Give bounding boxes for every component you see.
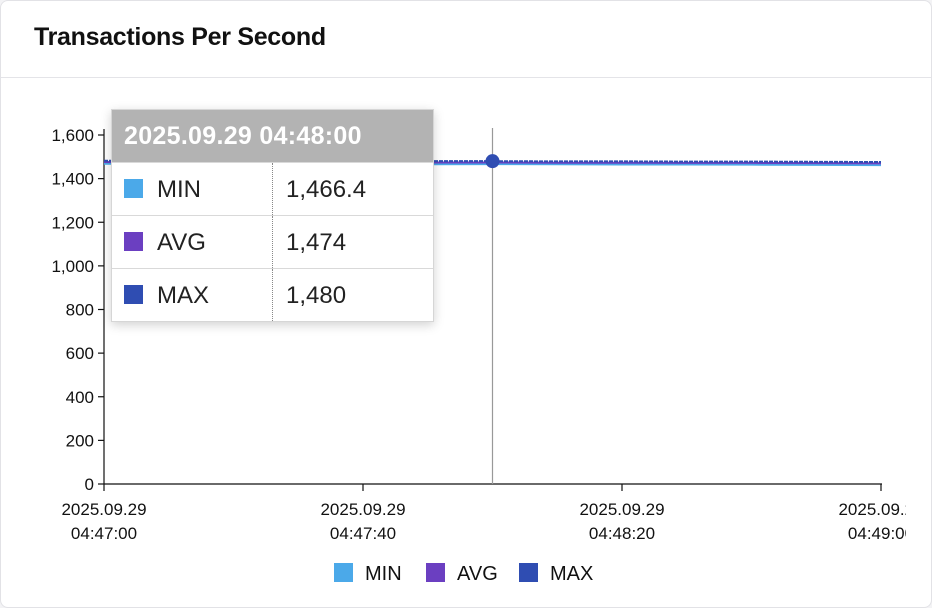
y-tick-label: 0 bbox=[85, 475, 94, 494]
y-tick-label: 1,200 bbox=[51, 213, 94, 232]
hover-dot bbox=[485, 154, 500, 169]
card-header: Transactions Per Second bbox=[1, 1, 931, 78]
chart-title: Transactions Per Second bbox=[34, 23, 326, 51]
tooltip-value: 1,480 bbox=[286, 282, 347, 309]
y-tick-label: 1,000 bbox=[51, 257, 94, 276]
tooltip: 2025.09.29 04:48:00 MIN 1,466.4 AVG 1,474 MA… bbox=[111, 109, 434, 322]
tooltip-series-name: AVG bbox=[157, 229, 206, 256]
x-tick-label: 2025.09.29 04:47:00 bbox=[61, 500, 146, 543]
tooltip-swatch bbox=[124, 285, 143, 304]
legend-swatch bbox=[426, 563, 445, 582]
y-tick-label: 1,400 bbox=[51, 170, 94, 189]
tooltip-row: AVG 1,474 bbox=[112, 215, 433, 268]
tooltip-divider bbox=[272, 216, 273, 268]
tooltip-divider bbox=[272, 163, 273, 215]
legend-label: AVG bbox=[457, 563, 498, 585]
x-tick-labels: 2025.09.29 04:47:00 2025.09.29 04:47:40 2025… bbox=[61, 500, 923, 543]
legend-swatch bbox=[519, 563, 538, 582]
tooltip-title: 2025.09.29 04:48:00 bbox=[112, 110, 433, 162]
y-tick-label: 200 bbox=[66, 431, 94, 450]
x-tick-label: 2025.09.29 04:49:00 bbox=[838, 500, 923, 543]
x-tick-label: 2025.09.29 04:48:20 bbox=[579, 500, 664, 543]
x-tick-label: 2025.09.29 04:47:40 bbox=[320, 500, 405, 543]
legend-label: MIN bbox=[365, 563, 402, 585]
legend-label: MAX bbox=[550, 563, 593, 585]
y-tick-label: 600 bbox=[66, 344, 94, 363]
tooltip-row: MAX 1,480 bbox=[112, 268, 433, 321]
y-tick-label: 1,600 bbox=[51, 126, 94, 145]
legend-swatch bbox=[334, 563, 353, 582]
tooltip-value: 1,474 bbox=[286, 229, 347, 256]
tooltip-series-name: MAX bbox=[157, 282, 210, 309]
tooltip-swatch bbox=[124, 179, 143, 198]
tooltip-value: 1,466.4 bbox=[286, 176, 367, 203]
y-tick-label: 800 bbox=[66, 301, 94, 320]
tooltip-swatch bbox=[124, 232, 143, 251]
tooltip-row: MIN 1,466.4 bbox=[112, 162, 433, 215]
tooltip-series-name: MIN bbox=[157, 176, 201, 203]
y-tick-label: 400 bbox=[66, 388, 94, 407]
tooltip-divider bbox=[272, 269, 273, 321]
